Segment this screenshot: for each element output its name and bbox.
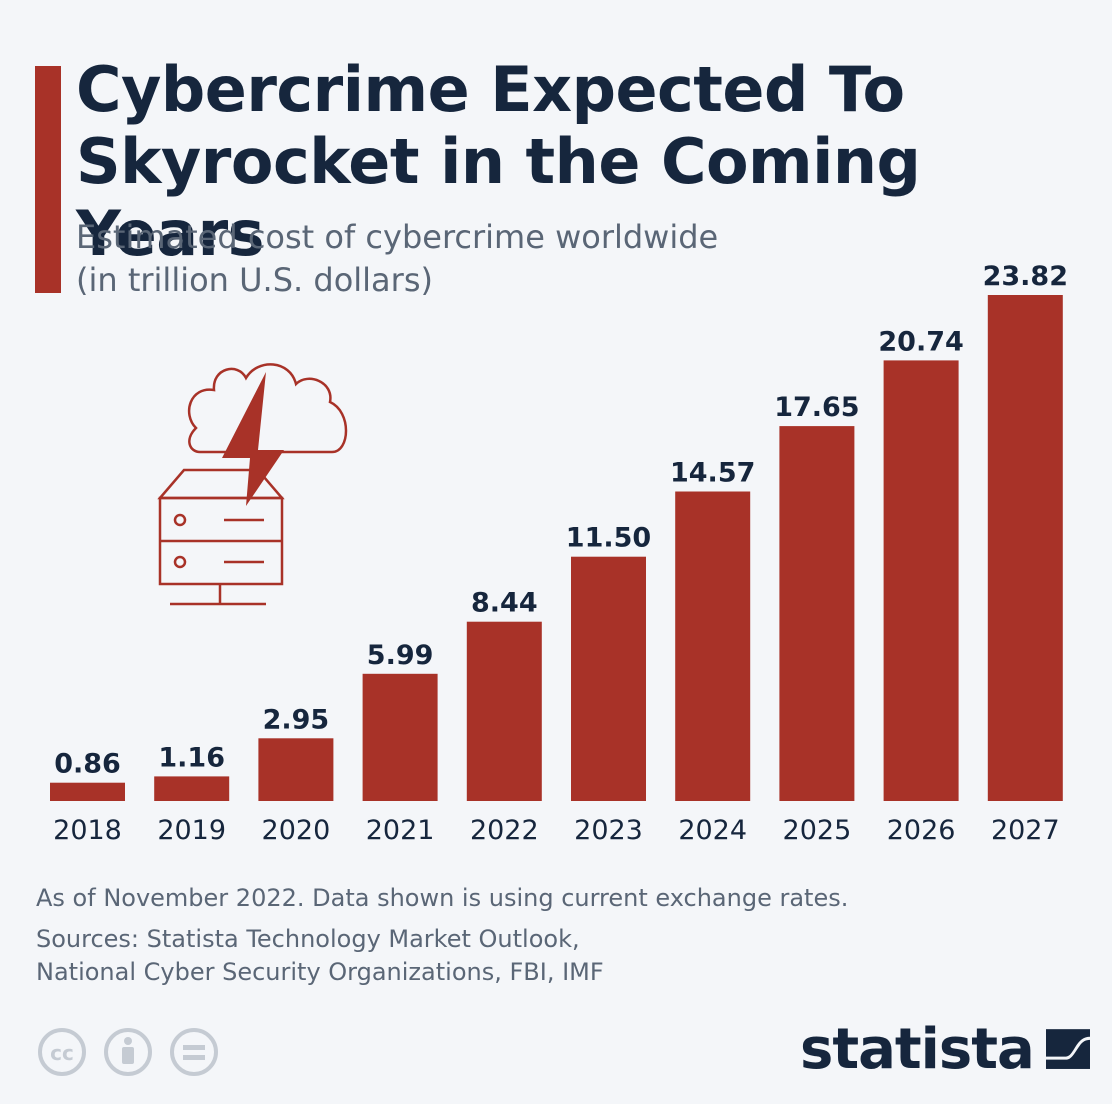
category-label-2025: 2025 — [783, 815, 852, 846]
footnote: As of November 2022. Data shown is using… — [36, 884, 849, 912]
bar-2025 — [779, 426, 855, 801]
category-label-2020: 2020 — [262, 815, 331, 846]
bar-2020 — [258, 738, 334, 801]
value-label-2026: 20.74 — [878, 326, 963, 357]
statista-logo-icon — [1045, 1029, 1090, 1069]
category-label-2023: 2023 — [574, 815, 643, 846]
sources: Sources: Statista Technology Market Outl… — [36, 923, 1036, 989]
category-label-2021: 2021 — [366, 815, 435, 846]
value-label-2020: 2.95 — [263, 704, 330, 735]
value-label-2024: 14.57 — [670, 458, 755, 489]
category-label-2022: 2022 — [470, 815, 539, 846]
bars-group — [50, 295, 1063, 801]
statista-brand[interactable]: statista — [800, 1014, 1090, 1084]
cc-icon[interactable] — [38, 1028, 86, 1076]
bar-2022 — [466, 621, 542, 801]
value-label-2025: 17.65 — [774, 392, 859, 423]
value-label-2019: 1.16 — [158, 742, 225, 773]
lightning-icon — [222, 372, 284, 506]
category-label-2018: 2018 — [53, 815, 122, 846]
bar-chart: 0.86 1.16 2.95 5.99 8.44 11.50 14.57 17.65 20.74… — [50, 261, 1068, 846]
sources-line-2: National Cyber Security Organizations, F… — [36, 958, 604, 986]
category-labels-group: 2018 2019 2020 2021 2022 2023 2024 2025 2026 2027 — [53, 815, 1060, 846]
bar-2024 — [675, 491, 751, 801]
cloud-icon — [187, 363, 348, 454]
subtitle-line-2: (in trillion U.S. dollars) — [76, 261, 433, 299]
value-label-2023: 11.50 — [566, 523, 651, 554]
value-labels-group: 0.86 1.16 2.95 5.99 8.44 11.50 14.57 17.65 20.74… — [54, 261, 1068, 780]
server-icon — [157, 468, 285, 606]
chart-title: Cybercrime Expected To Skyrocket in the … — [76, 54, 1096, 270]
cyber-attack-illustration — [157, 363, 348, 606]
value-label-2027: 23.82 — [983, 261, 1068, 292]
sources-line-1: Sources: Statista Technology Market Outl… — [36, 925, 580, 953]
bar-2023 — [571, 556, 646, 801]
svg-text:cc: cc — [50, 1041, 74, 1065]
bar-2027 — [987, 295, 1063, 801]
bar-2019 — [154, 776, 230, 801]
title-line-2: Skyrocket in the Coming Years — [76, 125, 921, 270]
category-label-2019: 2019 — [157, 815, 226, 846]
title-line-1: Cybercrime Expected To — [76, 53, 905, 126]
no-derivatives-icon[interactable] — [170, 1028, 218, 1076]
category-label-2026: 2026 — [887, 815, 956, 846]
bar-2018 — [50, 782, 125, 801]
chart-subtitle: Estimated cost of cybercrime worldwide (… — [76, 216, 836, 302]
bar-2026 — [883, 360, 959, 801]
statista-wordmark: statista — [800, 1016, 1035, 1082]
category-label-2027: 2027 — [991, 815, 1060, 846]
subtitle-line-1: Estimated cost of cybercrime worldwide — [76, 218, 719, 256]
attribution-icon[interactable] — [104, 1028, 152, 1076]
accent-bar — [35, 66, 61, 293]
value-label-2021: 5.99 — [367, 640, 434, 671]
value-label-2022: 8.44 — [471, 588, 538, 619]
license-icons: cc — [38, 1028, 218, 1076]
category-label-2024: 2024 — [678, 815, 747, 846]
value-label-2018: 0.86 — [54, 749, 121, 780]
bar-2021 — [362, 673, 438, 801]
